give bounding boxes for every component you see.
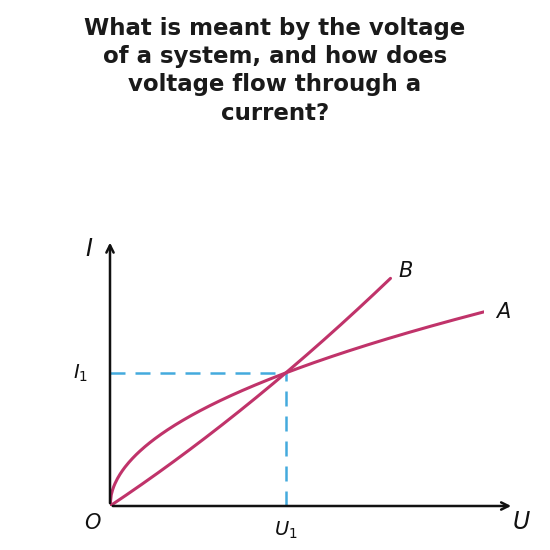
Text: $U$: $U$	[512, 512, 531, 535]
Text: $O$: $O$	[84, 513, 102, 533]
Text: $A$: $A$	[495, 302, 511, 322]
Text: $B$: $B$	[398, 261, 413, 281]
Text: What is meant by the voltage
of a system, and how does
voltage flow through a
cu: What is meant by the voltage of a system…	[84, 16, 466, 125]
Text: $U_1$: $U_1$	[274, 520, 298, 541]
Text: $I$: $I$	[85, 238, 94, 261]
Text: $I_1$: $I_1$	[73, 362, 87, 383]
